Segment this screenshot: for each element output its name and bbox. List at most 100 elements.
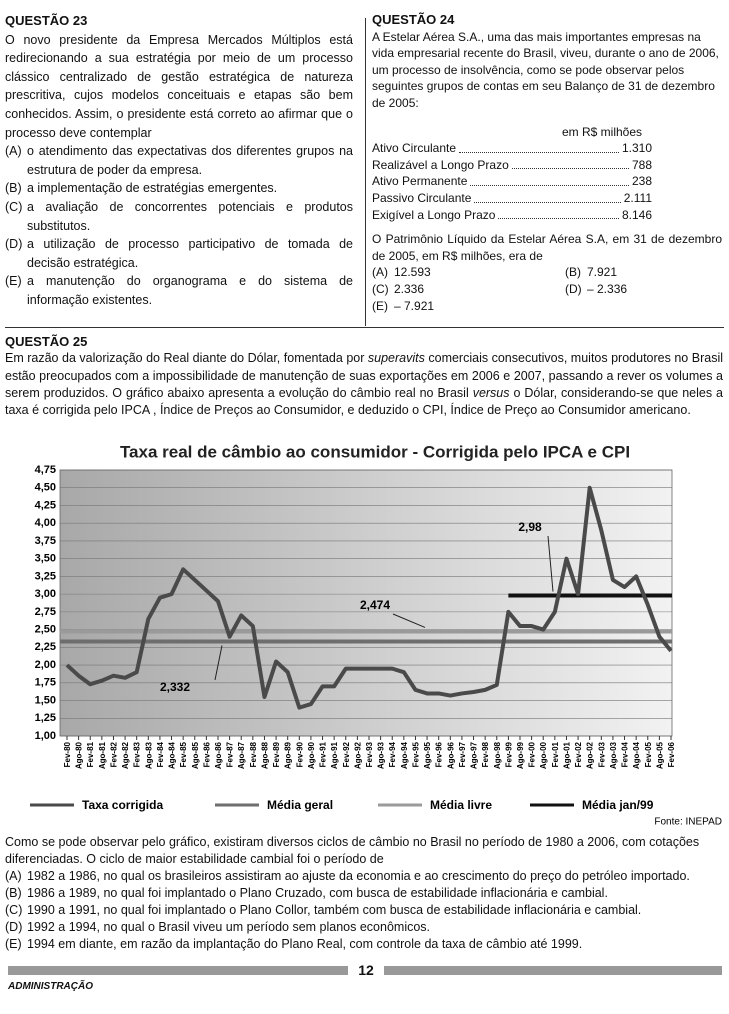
amount: 788 xyxy=(631,157,652,172)
options: (A) o atendimento das expectativas dos di… xyxy=(5,142,353,309)
stem: O novo presidente da Empresa Mercados Mú… xyxy=(5,32,353,140)
series-line xyxy=(65,485,673,710)
x-tick-label: Fev-03 xyxy=(597,741,606,767)
unit: em R$ milhões xyxy=(562,124,643,139)
x-tick-label: Fev-86 xyxy=(202,741,211,767)
y-tick-label: 3,50 xyxy=(35,553,56,565)
y-tick-label: 1,25 xyxy=(35,712,56,724)
y-tick-label: 2,50 xyxy=(35,624,56,636)
heading: QUESTÃO 23 xyxy=(5,13,88,28)
x-tick-label: Ago-05 xyxy=(655,741,664,769)
account: Exigível a Longo Prazo xyxy=(372,207,496,222)
amount: 238 xyxy=(631,174,652,189)
y-tick-label: 1,50 xyxy=(35,694,56,706)
x-tick-label: Ago-81 xyxy=(98,741,107,769)
x-tick-label: Fev-91 xyxy=(319,741,328,767)
x-tick-label: Ago-87 xyxy=(237,741,246,769)
x-tick-label: Ago-83 xyxy=(144,741,153,769)
y-tick-label: 4,00 xyxy=(35,517,56,529)
options: (A) 1982 a 1986, no qual os brasileiros a… xyxy=(5,868,723,953)
option: (B) 1986 a 1989, no qual foi implantado o… xyxy=(5,885,723,902)
option: (A) 12.593 xyxy=(372,264,565,281)
column-divider xyxy=(365,18,366,326)
x-tick-label: Fev-85 xyxy=(179,741,188,767)
x-tick-label: Ago-89 xyxy=(284,741,293,769)
annotation: 2,474 xyxy=(360,598,390,612)
option-text: 7.921 xyxy=(587,265,618,280)
x-tick-label: Ago-84 xyxy=(168,741,177,769)
option-letter: (A) xyxy=(372,265,388,280)
table-row: Realizável a Longo Prazo 788 xyxy=(372,157,652,174)
option-letter: (B) xyxy=(565,265,581,280)
option-text: – 2.336 xyxy=(587,281,628,296)
x-tick-label: Fev-82 xyxy=(109,741,118,767)
section-name: ADMINISTRAÇÃO xyxy=(8,981,93,992)
x-tick-label: Ago-91 xyxy=(330,741,339,769)
heading: QUESTÃO 25 xyxy=(5,334,88,349)
option-text: 1992 a 1994, no qual o Brasil viveu um p… xyxy=(27,920,431,934)
option: (C) 2.336 xyxy=(372,281,565,298)
x-tick-label: Ago-98 xyxy=(493,741,502,769)
x-tick-label: Fev-80 xyxy=(63,741,72,767)
x-tick-label: Fev-87 xyxy=(226,741,235,767)
amount: 8.146 xyxy=(621,207,652,222)
x-tick-label: Ago-80 xyxy=(75,741,84,769)
x-tick-label: Fev-83 xyxy=(133,741,142,767)
option-letter: (C) xyxy=(372,281,389,296)
question-25: QUESTÃO 25 Em razão da valorização do Re… xyxy=(5,333,723,419)
legend-label: Média livre xyxy=(430,798,492,812)
option-text: 1994 em diante, em razão da implantação … xyxy=(27,937,583,951)
account: Realizável a Longo Prazo xyxy=(372,157,509,172)
option-text: – 7.921 xyxy=(394,298,435,313)
text: comerciais consecutivos, muitos produtor… xyxy=(5,351,724,400)
y-tick-label: 4,50 xyxy=(35,482,56,494)
x-tick-label: Fev-90 xyxy=(295,741,304,767)
section-divider xyxy=(5,327,724,328)
x-tick-label: Ago-00 xyxy=(539,741,548,769)
annotation-arrow xyxy=(392,613,426,628)
option-letter: (A) xyxy=(5,144,22,159)
y-tick-label: 1,00 xyxy=(35,730,56,742)
x-tick-label: Fev-98 xyxy=(481,741,490,767)
x-tick-label: Ago-85 xyxy=(191,741,200,769)
x-tick-label: Fev-94 xyxy=(388,741,397,767)
option: (C) a avaliação de concorrentes potenciai… xyxy=(5,198,353,235)
footer-bar xyxy=(384,966,722,975)
option-text: 2.336 xyxy=(394,281,425,296)
option: (D) – 2.336 xyxy=(565,281,715,298)
x-tick-label: Fev-96 xyxy=(435,741,444,767)
x-tick-label: Fev-01 xyxy=(551,741,560,767)
option: (B) a implementação de estratégias emerge… xyxy=(5,179,353,198)
option-letter: (D) xyxy=(5,237,23,252)
option: (E) – 7.921 xyxy=(372,298,565,315)
option-letter: (C) xyxy=(5,903,23,917)
option-text: a manutenção do organograma e do sistema… xyxy=(27,274,353,307)
option-text: 1986 a 1989, no qual foi implantado o Pl… xyxy=(27,886,608,900)
text: o Dólar, considerando-se que neles a tax… xyxy=(5,385,723,418)
x-tick-label: Ago-95 xyxy=(423,741,432,769)
chart: Taxa real de câmbio ao consumidor - Corr… xyxy=(30,442,722,828)
x-tick-label: Fev-00 xyxy=(528,741,537,767)
y-tick-label: 4,25 xyxy=(35,499,56,511)
x-tick-label: Ago-93 xyxy=(377,741,386,769)
x-tick-label: Fev-81 xyxy=(86,741,95,767)
x-tick-label: Fev-89 xyxy=(272,741,281,767)
x-tick-label: Ago-88 xyxy=(260,741,269,769)
option-letter: (E) xyxy=(5,274,22,289)
x-tick-label: Ago-01 xyxy=(562,741,571,769)
legend-label: Taxa corrigida xyxy=(82,798,163,812)
option-text: a implementação de estratégias emergente… xyxy=(27,181,278,196)
option-letter: (A) xyxy=(5,869,22,883)
x-tick-label: Fev-02 xyxy=(574,741,583,767)
x-tick-label: Ago-90 xyxy=(307,741,316,769)
leader xyxy=(498,207,619,220)
annotation: 2,98 xyxy=(518,520,542,534)
leader xyxy=(459,140,619,153)
plot-area xyxy=(60,470,672,736)
table-row: Exigível a Longo Prazo 8.146 xyxy=(372,207,652,224)
x-tick-label: Fev-05 xyxy=(644,741,653,767)
option: (A) 1982 a 1986, no qual os brasileiros a… xyxy=(5,868,723,885)
stem: Como se pode observar pelo gráfico, exis… xyxy=(5,835,700,866)
option-letter: (E) xyxy=(372,298,388,313)
